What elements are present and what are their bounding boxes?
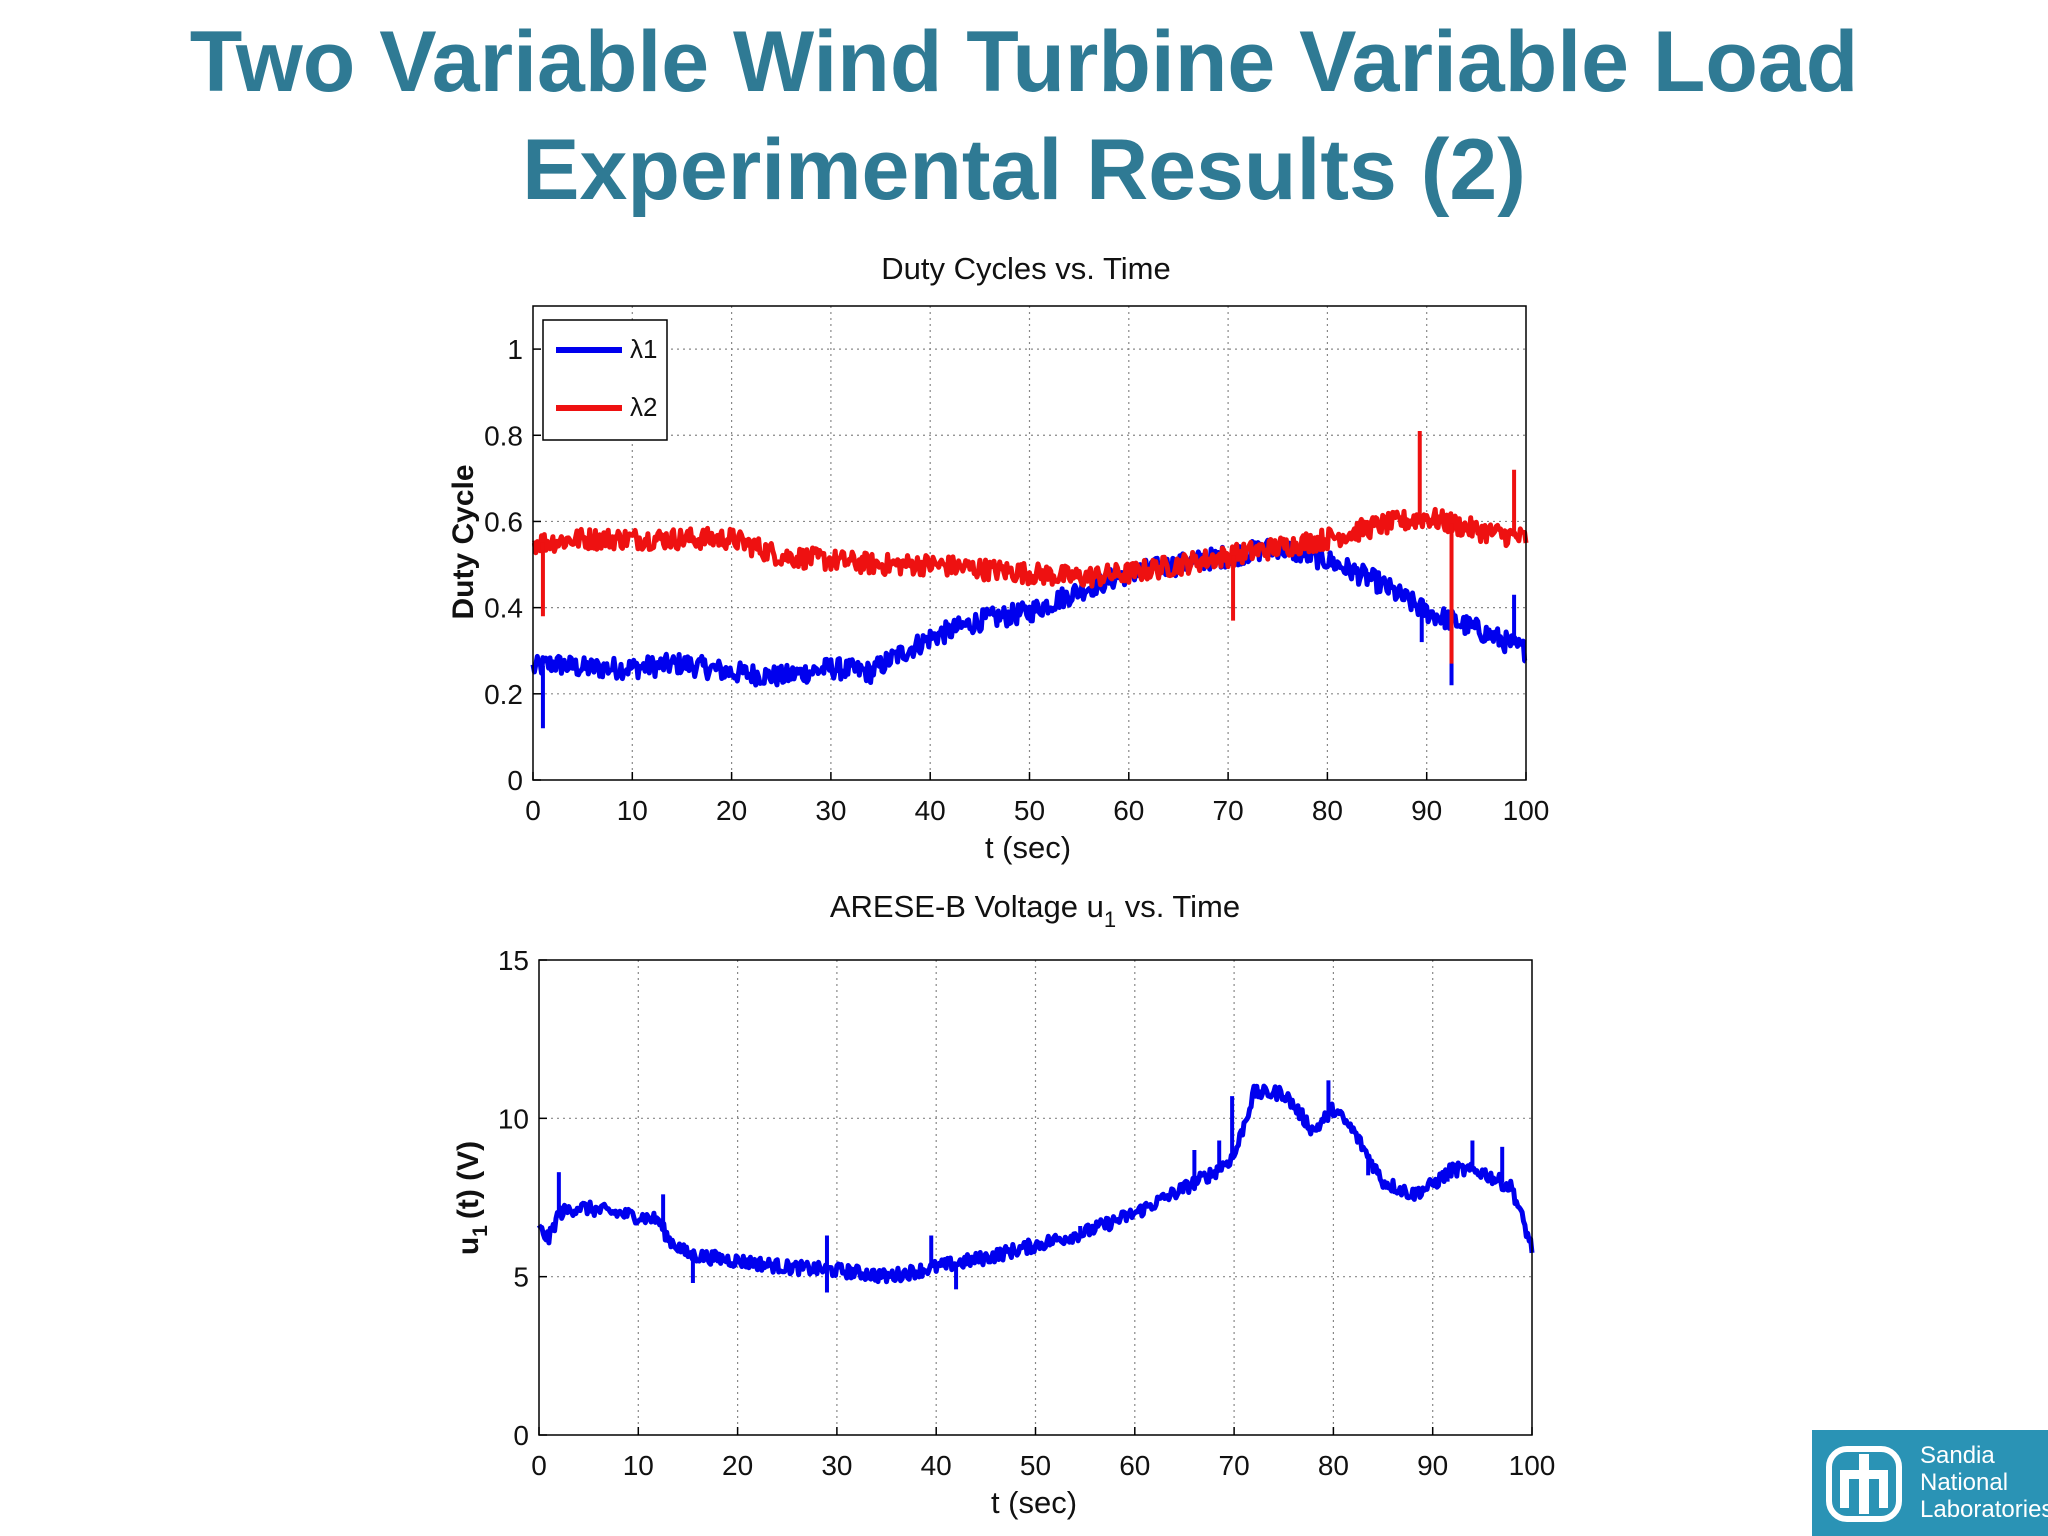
x-tick-label: 70 (1219, 1450, 1250, 1481)
slide-title-line-1: Two Variable Wind Turbine Variable Load (189, 14, 1859, 110)
x-tick-label: 90 (1411, 795, 1442, 826)
x-tick-label: 20 (716, 795, 747, 826)
logo-line-3: Laboratories (1920, 1496, 2048, 1523)
sandia-logo-text: Sandia National Laboratories (1920, 1442, 2048, 1523)
x-tick-label: 30 (821, 1450, 852, 1481)
chart-1-ticks: 0 10 20 30 40 50 60 70 80 90 100 0 0.2 0.4 0.6 0.8 1 (484, 334, 1549, 826)
chart-1-x-axis-label: t (sec) (985, 830, 1071, 865)
legend-label-lambda1: λ1 (630, 334, 657, 364)
voltage-chart: ARESE-B Voltage u1 vs. Time 0 10 20 30 40 50 6… (452, 889, 1555, 1520)
y-tick-label: 0.6 (484, 506, 523, 537)
logo-line-2: National (1920, 1469, 2009, 1496)
legend-label-lambda2: λ2 (630, 392, 657, 422)
y-tick-label: 15 (498, 945, 529, 976)
x-tick-label: 50 (1014, 795, 1045, 826)
chart-2-ticks: 0 10 20 30 40 50 60 70 80 90 100 0 5 10 15 (498, 945, 1556, 1481)
y-tick-label: 0.2 (484, 679, 523, 710)
x-tick-label: 90 (1417, 1450, 1448, 1481)
x-tick-label: 40 (915, 795, 946, 826)
chart-2-grid (539, 960, 1532, 1435)
x-tick-label: 80 (1312, 795, 1343, 826)
logo-line-1: Sandia (1920, 1442, 1995, 1469)
x-tick-label: 10 (623, 1450, 654, 1481)
chart-1-title: Duty Cycles vs. Time (881, 251, 1170, 286)
legend-box (542, 319, 668, 441)
slide-title: Two Variable Wind Turbine Variable Load … (0, 8, 2048, 224)
x-tick-label: 50 (1020, 1450, 1051, 1481)
slide-title-line-2: Experimental Results (2) (522, 122, 1526, 218)
y-tick-label: 5 (513, 1262, 529, 1293)
y-tick-label: 10 (498, 1103, 529, 1134)
x-tick-label: 60 (1113, 795, 1144, 826)
y-tick-label: 0.8 (484, 420, 523, 451)
chart-1-legend: λ1 λ2 (542, 319, 668, 441)
x-tick-label: 60 (1119, 1450, 1150, 1481)
series-line-2 (531, 506, 1529, 589)
x-tick-label: 40 (921, 1450, 952, 1481)
series-line-1 (536, 1083, 1535, 1285)
x-tick-label: 0 (531, 1450, 547, 1481)
y-tick-label: 1 (507, 334, 523, 365)
sandia-thunderbird-icon (1826, 1446, 1902, 1522)
x-tick-label: 10 (617, 795, 648, 826)
x-tick-label: 70 (1213, 795, 1244, 826)
series-line-1 (530, 537, 1528, 688)
y-tick-label: 0.4 (484, 593, 523, 624)
x-tick-label: 100 (1509, 1450, 1556, 1481)
y-tick-label: 0 (507, 765, 523, 796)
x-tick-label: 30 (815, 795, 846, 826)
chart-2-title: ARESE-B Voltage u1 vs. Time (830, 889, 1240, 932)
y-tick-label: 0 (513, 1420, 529, 1451)
chart-2-y-axis-label: u1(t) (V) (452, 1141, 492, 1255)
chart-2-series (536, 1080, 1535, 1293)
chart-2-x-axis-label: t (sec) (991, 1485, 1077, 1520)
chart-1-series (530, 430, 1529, 729)
x-tick-label: 20 (722, 1450, 753, 1481)
sandia-logo: Sandia National Laboratories (1812, 1430, 2048, 1536)
chart-1-y-axis-label: Duty Cycle (447, 464, 480, 619)
duty-cycles-chart: Duty Cycles vs. Time 0 10 20 30 40 50 60 70 80 90… (447, 251, 1549, 865)
x-tick-label: 100 (1503, 795, 1550, 826)
x-tick-label: 80 (1318, 1450, 1349, 1481)
x-tick-label: 0 (525, 795, 541, 826)
